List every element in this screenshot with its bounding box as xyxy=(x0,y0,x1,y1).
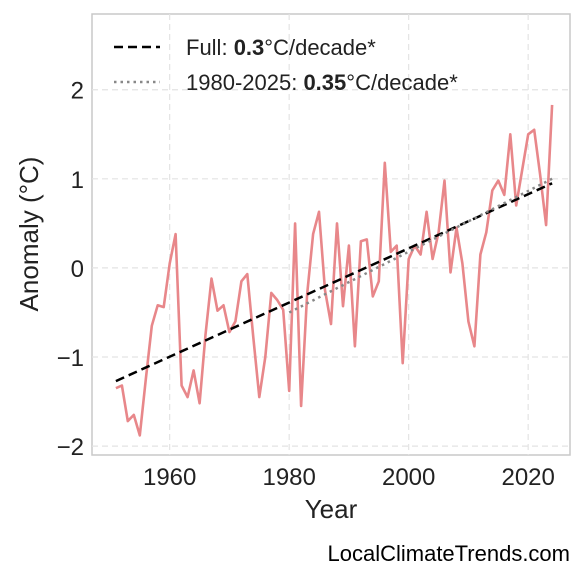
watermark: LocalClimateTrends.com xyxy=(328,541,571,566)
y-tick-label: −2 xyxy=(57,434,84,461)
legend-label-full: Full: 0.3°C/decade* xyxy=(186,35,376,60)
y-tick-label: 1 xyxy=(71,167,84,194)
y-tick-label: 2 xyxy=(71,78,84,105)
x-axis-label: Year xyxy=(305,494,358,524)
legend-label-1980-2025: 1980-2025: 0.35°C/decade* xyxy=(186,70,458,95)
series-group xyxy=(115,104,554,437)
x-tick-labels: 1960 1980 2000 2020 xyxy=(143,464,555,491)
y-tick-labels: −2 −1 0 1 2 xyxy=(57,78,84,461)
x-tick-label: 2000 xyxy=(382,464,435,491)
plot-area xyxy=(91,13,571,456)
x-tick-label: 2020 xyxy=(501,464,554,491)
y-tick-label: −1 xyxy=(57,345,84,372)
x-tick-label: 1960 xyxy=(143,464,196,491)
y-tick-label: 0 xyxy=(71,256,84,283)
y-axis-label: Anomaly (°C) xyxy=(14,157,44,312)
legend: Full: 0.3°C/decade* 1980-2025: 0.35°C/de… xyxy=(114,35,458,95)
grid xyxy=(92,14,570,455)
series-line-trend-full xyxy=(115,182,553,383)
x-tick-label: 1980 xyxy=(262,464,315,491)
series-line-annual-anomaly xyxy=(115,104,554,437)
